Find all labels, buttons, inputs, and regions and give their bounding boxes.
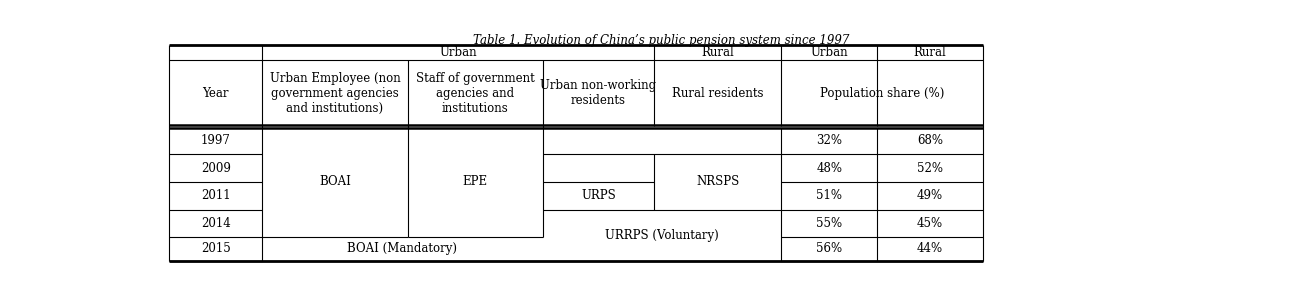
- Text: Urban non-working
residents: Urban non-working residents: [541, 79, 657, 108]
- Text: URRPS (Voluntary): URRPS (Voluntary): [605, 229, 719, 242]
- Text: Urban: Urban: [439, 46, 476, 59]
- Text: BOAI (Mandatory): BOAI (Mandatory): [347, 242, 457, 255]
- Text: 2009: 2009: [200, 162, 231, 175]
- Text: 48%: 48%: [816, 162, 843, 175]
- Text: Urban: Urban: [811, 46, 848, 59]
- Text: 51%: 51%: [816, 189, 843, 202]
- Text: Year: Year: [203, 87, 229, 100]
- Text: 55%: 55%: [816, 217, 843, 230]
- Text: Rural residents: Rural residents: [673, 87, 763, 100]
- Text: Urban Employee (non
government agencies
and institutions): Urban Employee (non government agencies …: [270, 72, 400, 115]
- Text: 1997: 1997: [200, 134, 231, 147]
- Text: 2011: 2011: [201, 189, 230, 202]
- Text: EPE: EPE: [462, 175, 488, 188]
- Text: Rural: Rural: [914, 46, 946, 59]
- Text: Staff of government
agencies and
institutions: Staff of government agencies and institu…: [416, 72, 534, 115]
- Text: Rural: Rural: [701, 46, 735, 59]
- Text: 2014: 2014: [200, 217, 231, 230]
- Text: 45%: 45%: [917, 217, 944, 230]
- Text: 44%: 44%: [917, 242, 944, 255]
- Text: 49%: 49%: [917, 189, 944, 202]
- Text: Table 1. Evolution of China’s public pension system since 1997: Table 1. Evolution of China’s public pen…: [473, 34, 849, 47]
- Text: 56%: 56%: [816, 242, 843, 255]
- Text: 2015: 2015: [200, 242, 231, 255]
- Text: 52%: 52%: [917, 162, 944, 175]
- Text: URPS: URPS: [581, 189, 616, 202]
- Text: NRSPS: NRSPS: [696, 176, 740, 188]
- Text: 32%: 32%: [816, 134, 843, 147]
- Text: 68%: 68%: [917, 134, 944, 147]
- Text: BOAI: BOAI: [319, 175, 351, 188]
- Text: Population share (%): Population share (%): [820, 87, 944, 100]
